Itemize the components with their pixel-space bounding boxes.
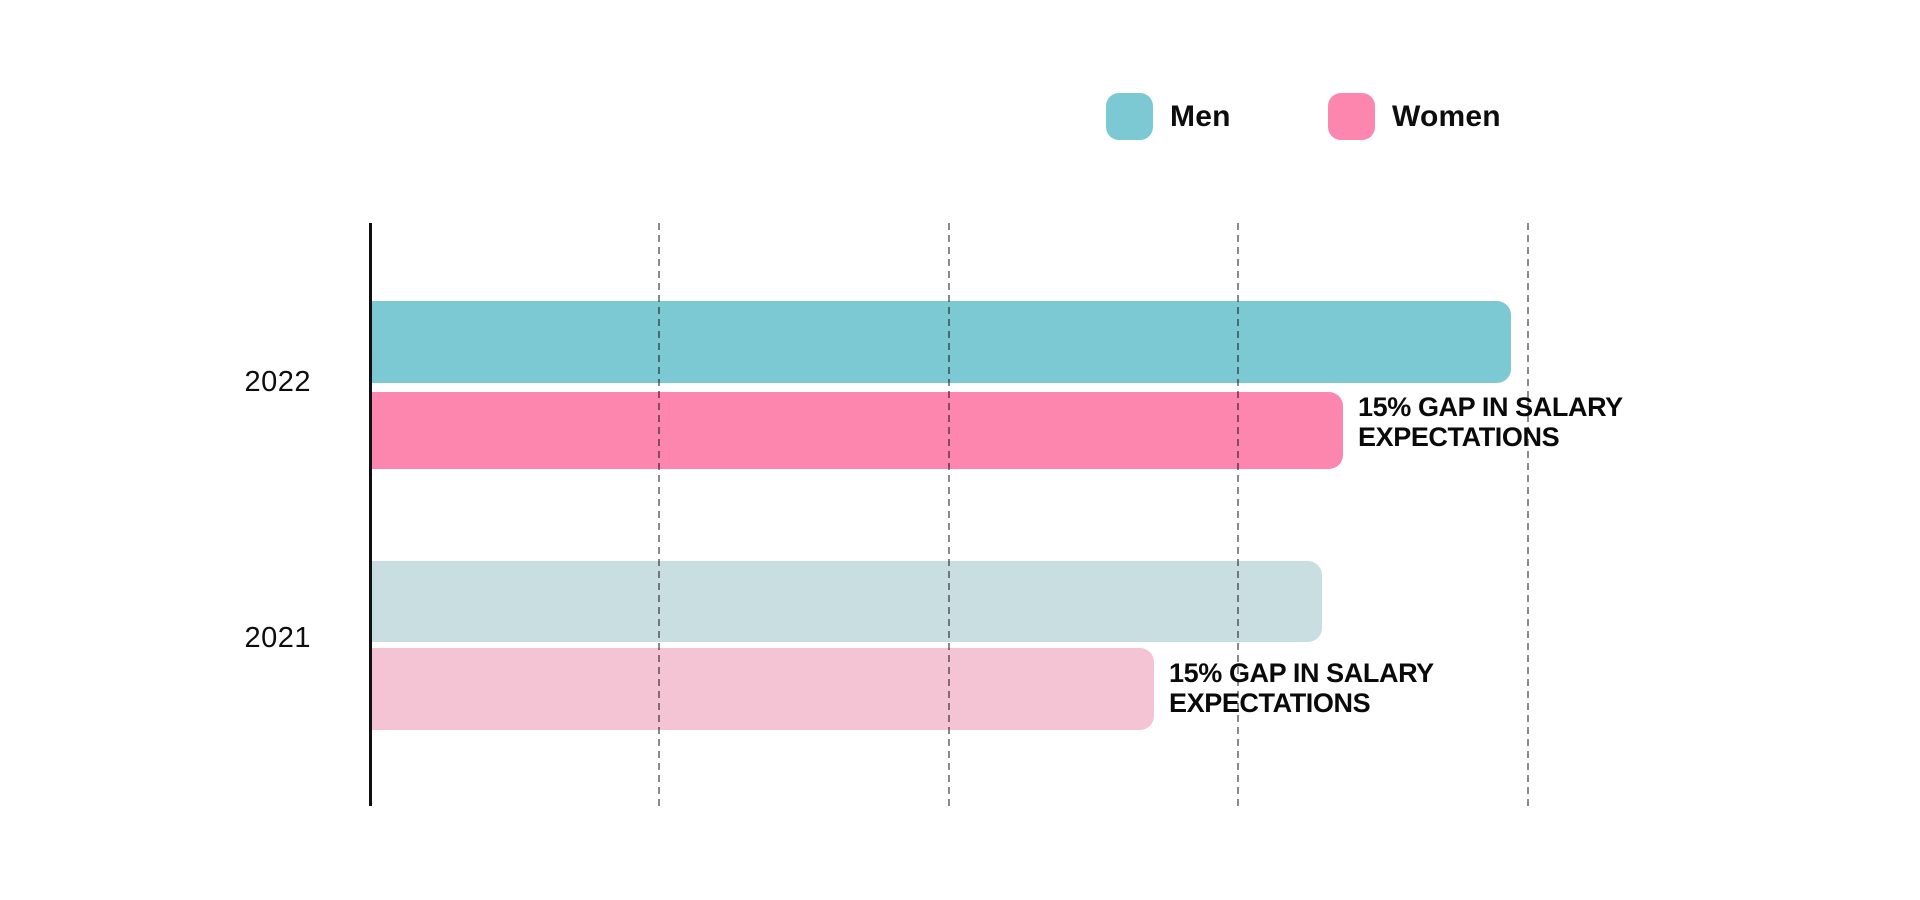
bar-women-2022 [372, 392, 1343, 469]
annotation-gap-2022-line1: 15% GAP IN SALARY [1358, 392, 1623, 422]
legend-swatch-women-icon [1328, 93, 1375, 140]
bar-men-2022 [372, 301, 1511, 383]
annotation-gap-2021-line1: 15% GAP IN SALARY [1169, 658, 1434, 688]
legend-item-women: Women [1328, 93, 1501, 140]
bar-men-2021 [372, 561, 1322, 642]
y-axis-line [369, 223, 372, 806]
gridline [1237, 223, 1239, 806]
legend-label-women: Women [1392, 99, 1501, 133]
annotation-gap-2022: 15% GAP IN SALARY EXPECTATIONS [1358, 392, 1623, 452]
legend-item-men: Men [1106, 93, 1231, 140]
annotation-gap-2021: 15% GAP IN SALARY EXPECTATIONS [1169, 658, 1434, 718]
bar-women-2021 [372, 648, 1154, 730]
annotation-gap-2022-line2: EXPECTATIONS [1358, 422, 1560, 452]
gridline [1527, 223, 1529, 806]
category-label-2022: 2022 [244, 366, 311, 398]
legend-label-men: Men [1170, 99, 1231, 133]
annotation-gap-2021-line2: EXPECTATIONS [1169, 688, 1371, 718]
category-label-2021: 2021 [244, 622, 311, 654]
gridline [948, 223, 950, 806]
legend-swatch-men-icon [1106, 93, 1153, 140]
gridline [658, 223, 660, 806]
